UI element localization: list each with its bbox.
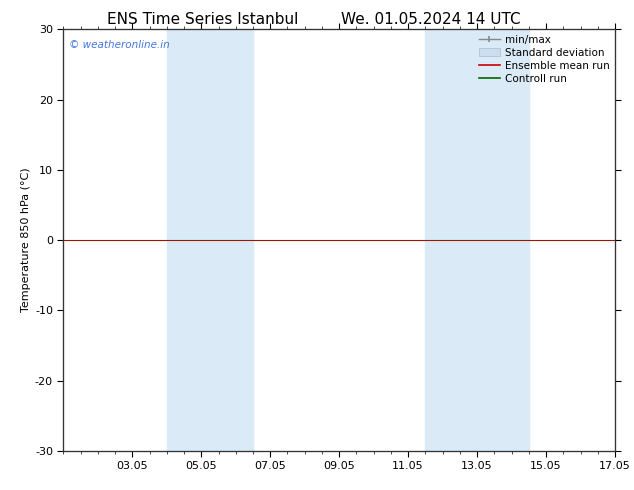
Legend: min/max, Standard deviation, Ensemble mean run, Controll run: min/max, Standard deviation, Ensemble me… — [477, 32, 612, 86]
Bar — [167, 29, 219, 451]
Bar — [477, 29, 529, 451]
Text: © weatheronline.in: © weatheronline.in — [69, 40, 170, 50]
Text: ENS Time Series Istanbul: ENS Time Series Istanbul — [107, 12, 299, 27]
Text: We. 01.05.2024 14 UTC: We. 01.05.2024 14 UTC — [341, 12, 521, 27]
Bar — [425, 29, 477, 451]
Bar — [219, 29, 253, 451]
Y-axis label: Temperature 850 hPa (°C): Temperature 850 hPa (°C) — [21, 168, 30, 313]
